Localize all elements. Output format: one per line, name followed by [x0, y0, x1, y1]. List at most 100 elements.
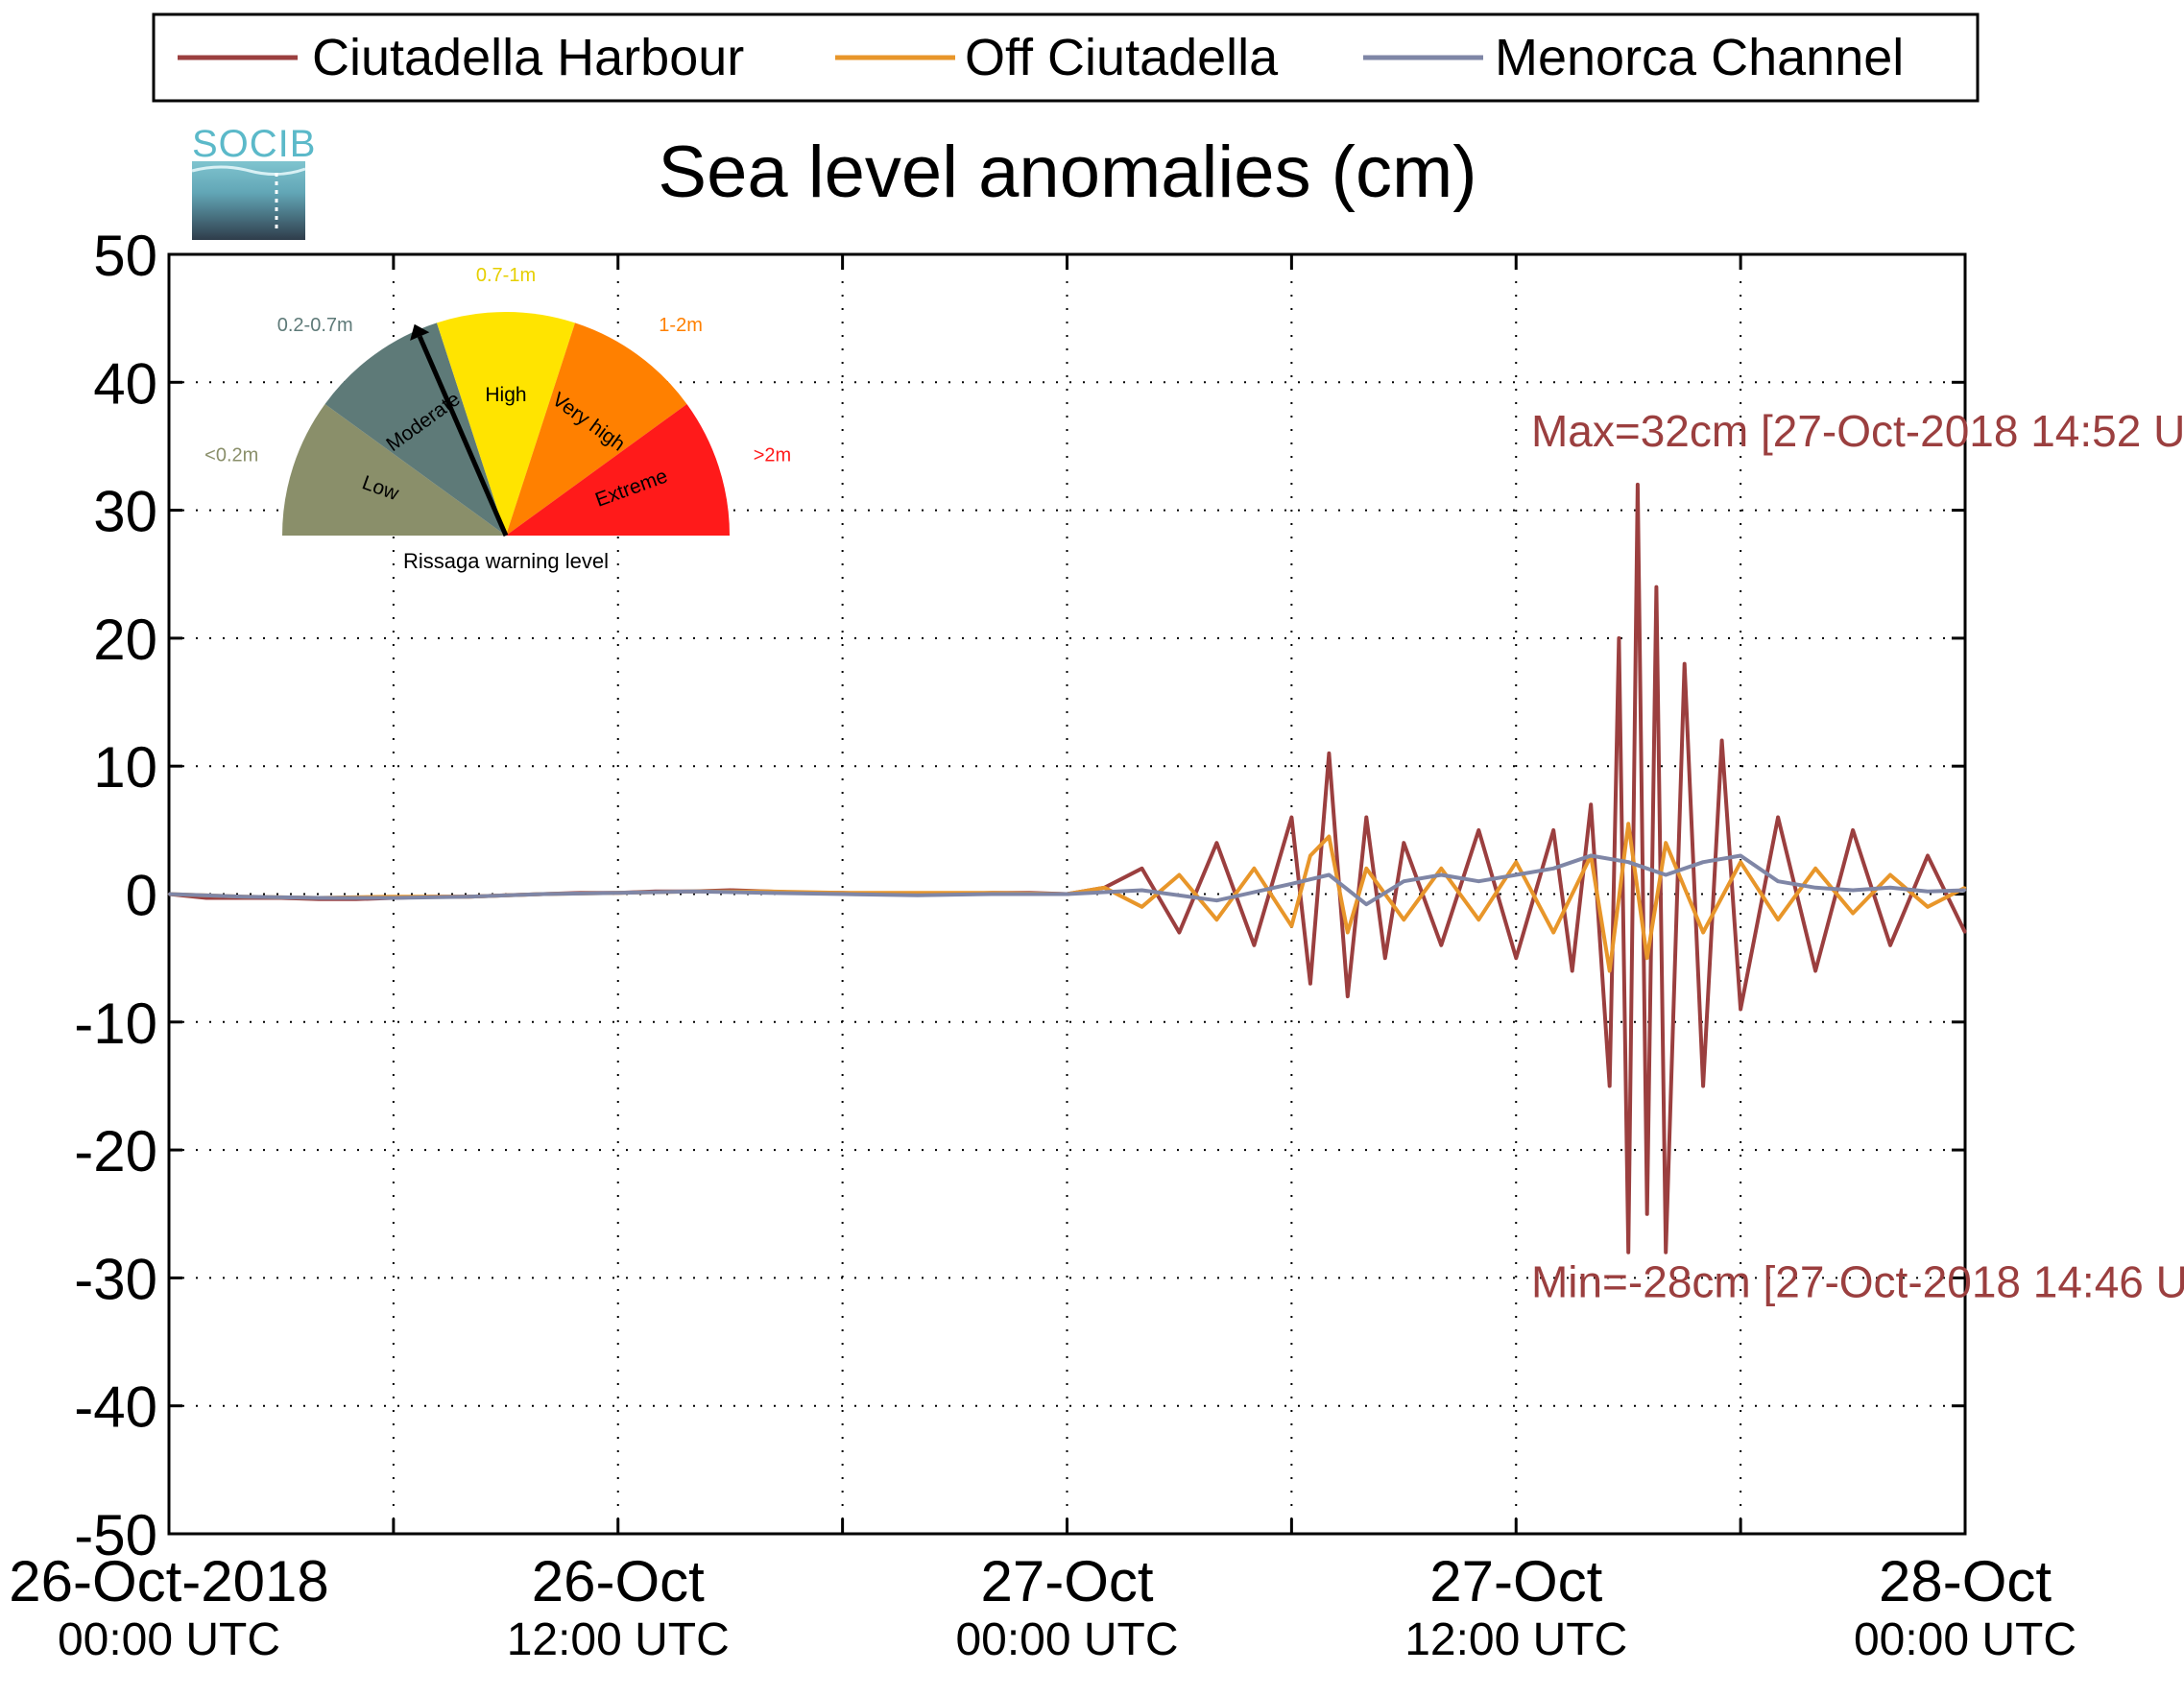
data-point-ciutadella-harbour — [1308, 982, 1312, 986]
data-point-off-ciutadella — [1645, 956, 1648, 960]
data-point-menorca-channel — [991, 893, 994, 896]
data-point-off-ciutadella — [1328, 835, 1331, 838]
gauge-needle — [417, 335, 509, 537]
data-point-off-ciutadella — [1963, 886, 1967, 890]
y-tick-label: -20 — [74, 1119, 157, 1183]
data-point-off-ciutadella — [1626, 822, 1630, 825]
y-tick-label: 40 — [93, 351, 157, 416]
data-point-ciutadella-harbour — [1851, 828, 1855, 832]
socib-logo-wave — [191, 165, 306, 176]
gauge-range-label: >2m — [754, 444, 791, 466]
data-point-menorca-channel — [1515, 873, 1518, 876]
data-point-menorca-channel — [1813, 886, 1817, 890]
series-line-ciutadella-harbour — [168, 482, 1967, 1254]
data-point-menorca-channel — [1963, 889, 1967, 892]
data-point-off-ciutadella — [1608, 969, 1611, 972]
data-point-ciutadella-harbour — [1608, 1085, 1611, 1087]
x-tick-label-time: 00:00 UTC — [58, 1614, 280, 1665]
data-point-off-ciutadella — [1215, 918, 1218, 921]
data-point-menorca-channel — [1440, 873, 1443, 876]
data-point-off-ciutadella — [1851, 912, 1855, 915]
gauge-sector-moderate — [324, 322, 506, 536]
gauge-range-label: 0.2-0.7m — [277, 315, 353, 336]
data-point-ciutadella-harbour — [1776, 816, 1780, 819]
max-annotation: Max=32cm [27-Oct-2018 14:52 UTC] — [1531, 406, 2184, 456]
y-tick-label: 30 — [93, 480, 157, 544]
data-point-menorca-channel — [1477, 879, 1480, 883]
data-point-ciutadella-harbour — [1140, 867, 1143, 871]
data-point-ciutadella-harbour — [1215, 841, 1218, 845]
y-tick-label: 10 — [93, 735, 157, 800]
y-tick-label: 0 — [126, 864, 157, 928]
gauge-range-label: <0.2m — [204, 444, 258, 466]
data-point-ciutadella-harbour — [1365, 816, 1368, 819]
legend-label-menorca-channel: Menorca Channel — [1495, 29, 1904, 86]
data-point-ciutadella-harbour — [1626, 1251, 1630, 1254]
legend-frame — [152, 12, 1980, 103]
data-point-off-ciutadella — [1346, 931, 1350, 934]
data-point-ciutadella-harbour — [1963, 931, 1967, 934]
data-point-ciutadella-harbour — [1383, 956, 1387, 960]
data-point-ciutadella-harbour — [1253, 944, 1256, 947]
data-point-menorca-channel — [1664, 873, 1668, 876]
data-point-off-ciutadella — [916, 891, 919, 895]
x-tick-label-date: 26-Oct — [532, 1549, 705, 1613]
data-point-ciutadella-harbour — [1888, 944, 1892, 947]
data-point-off-ciutadella — [1140, 905, 1143, 909]
socib-logo: SOCIB — [191, 123, 315, 240]
x-tick-label-time: 12:00 UTC — [507, 1614, 730, 1665]
gauge-sector-high — [437, 311, 575, 536]
data-point-menorca-channel — [1851, 889, 1855, 892]
data-point-ciutadella-harbour — [1739, 1008, 1742, 1011]
y-axis: 50 40 30 20 10 0 -10 -20 -30 -40 -50 — [74, 224, 1965, 1567]
gauge-needle-head — [410, 323, 430, 341]
data-point-off-ciutadella — [1403, 918, 1405, 921]
data-point-ciutadella-harbour — [1926, 854, 1930, 857]
data-point-menorca-channel — [616, 891, 619, 895]
legend-label-off-ciutadella: Off Ciutadella — [965, 29, 1279, 86]
data-point-menorca-channel — [1926, 890, 1930, 894]
data-point-off-ciutadella — [1739, 860, 1742, 864]
data-point-menorca-channel — [1140, 889, 1143, 892]
data-point-ciutadella-harbour — [1515, 956, 1518, 960]
y-tick-label: -40 — [74, 1375, 157, 1440]
data-point-off-ciutadella — [1515, 860, 1518, 864]
data-point-menorca-channel — [1328, 873, 1331, 876]
data-point-off-ciutadella — [1178, 873, 1181, 876]
data-point-menorca-channel — [1739, 854, 1742, 857]
data-point-off-ciutadella — [1776, 918, 1780, 921]
data-point-off-ciutadella — [1926, 905, 1930, 909]
data-point-ciutadella-harbour — [1440, 944, 1443, 947]
data-point-menorca-channel — [1365, 902, 1368, 906]
legend: Ciutadella Harbour Off Ciutadella Menorc… — [152, 12, 1980, 103]
data-point-ciutadella-harbour — [1571, 969, 1573, 972]
data-point-menorca-channel — [1552, 867, 1555, 871]
data-point-menorca-channel — [1590, 854, 1593, 857]
gauge-sector-extreme — [506, 404, 731, 536]
data-point-ciutadella-harbour — [1636, 483, 1640, 487]
gauge-sector-very-high — [506, 322, 687, 536]
data-point-menorca-channel — [242, 895, 246, 898]
data-point-menorca-channel — [691, 890, 694, 894]
data-point-ciutadella-harbour — [1664, 1251, 1668, 1254]
data-point-off-ciutadella — [1664, 841, 1668, 845]
data-point-ciutadella-harbour — [1178, 931, 1181, 934]
data-point-menorca-channel — [766, 891, 769, 895]
data-point-off-ciutadella — [1813, 867, 1817, 871]
y-tick-label: -50 — [74, 1503, 157, 1567]
x-tick-label-date: 28-Oct — [1879, 1549, 2052, 1613]
data-point-ciutadella-harbour — [1590, 802, 1593, 806]
data-point-ciutadella-harbour — [1403, 841, 1405, 845]
min-annotation: Min=-28cm [27-Oct-2018 14:46 UTC] — [1531, 1256, 2184, 1306]
data-point-menorca-channel — [1626, 860, 1630, 864]
annotations: Max=32cm [27-Oct-2018 14:52 UTC] Min=-28c… — [1531, 406, 2184, 1306]
data-point-ciutadella-harbour — [1290, 816, 1293, 819]
data-point-menorca-channel — [916, 894, 919, 897]
series-group — [167, 482, 1967, 1254]
data-point-off-ciutadella — [1103, 886, 1106, 890]
y-tick-label: 50 — [93, 224, 157, 288]
data-point-menorca-channel — [1066, 893, 1068, 896]
data-point-off-ciutadella — [1365, 867, 1368, 871]
data-point-off-ciutadella — [1253, 867, 1256, 871]
